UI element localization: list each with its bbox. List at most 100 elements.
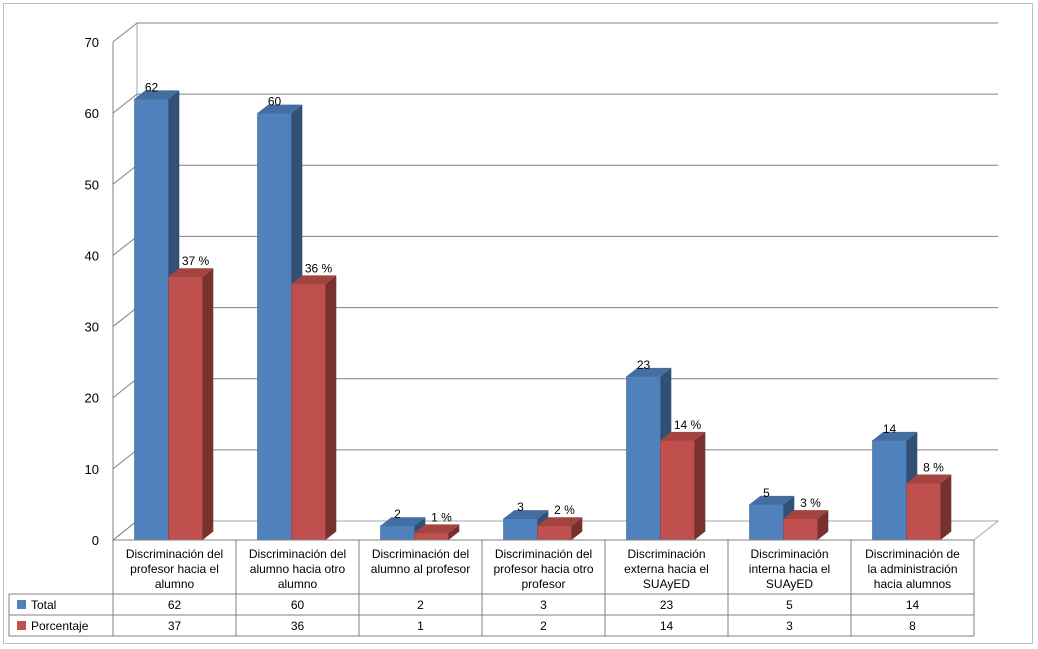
data-label: 37 % (182, 254, 210, 268)
y-tick-label: 50 (85, 177, 99, 192)
bar-side (694, 431, 706, 540)
y-tick-label: 20 (85, 391, 99, 406)
bar-porcentaje (783, 518, 818, 541)
table-value: 8 (909, 619, 916, 633)
table-value: 23 (660, 598, 674, 612)
bar-side (940, 474, 952, 540)
data-label: 14 (883, 422, 897, 436)
bar-total (872, 440, 907, 541)
y-tick-label: 10 (85, 462, 99, 477)
data-label: 5 (763, 486, 770, 500)
bar-total (503, 518, 538, 541)
y-tick-label: 0 (92, 533, 99, 548)
category-label: alumno al profesor (371, 562, 470, 576)
bar-top (257, 104, 303, 114)
category-label: Discriminación del (372, 547, 469, 561)
gridline-side (112, 164, 138, 185)
y-tick-label: 70 (85, 35, 99, 50)
bar-porcentaje (660, 440, 695, 541)
table-value: 3 (540, 598, 547, 612)
gridline-side (112, 378, 138, 399)
bar-top (168, 268, 214, 277)
legend-key-total (17, 600, 26, 609)
table-value: 2 (417, 598, 424, 612)
bar-top (872, 431, 918, 441)
legend-key-porcentaje (17, 621, 26, 630)
data-label: 23 (637, 358, 651, 372)
category-label: hacia alumnos (874, 577, 951, 591)
category-label: profesor (521, 577, 565, 591)
bar-top (414, 524, 460, 533)
category-label: alumno hacia otro (250, 562, 346, 576)
data-label: 3 % (800, 496, 821, 510)
bar-porcentaje (906, 482, 941, 541)
table-value: 14 (660, 619, 674, 633)
category-label: externa hacia el (624, 562, 709, 576)
data-label: 3 (517, 500, 524, 514)
gridline-side (112, 22, 138, 43)
y-tick-label: 30 (85, 320, 99, 335)
data-label: 62 (145, 80, 159, 94)
category-label: alumno (155, 577, 195, 591)
data-label: 60 (268, 95, 282, 109)
bar-total (749, 504, 784, 541)
bar-top (291, 275, 337, 284)
bar-top (660, 431, 706, 441)
y-tick-label: 60 (85, 106, 99, 121)
bar-side (448, 524, 460, 540)
gridline-side (112, 93, 138, 114)
table-value: 62 (168, 598, 182, 612)
table-value: 1 (417, 619, 424, 633)
category-label: alumno (278, 577, 318, 591)
bar-side (817, 510, 829, 540)
bar-side (202, 268, 214, 540)
category-label: Discriminación del (249, 547, 346, 561)
category-label: Discriminación del (495, 547, 592, 561)
legend-label: Total (31, 598, 56, 612)
data-label: 2 % (554, 503, 575, 517)
data-label: 1 % (431, 510, 452, 524)
category-label: Discriminación (750, 547, 828, 561)
bar-top (380, 517, 426, 526)
bar-top (906, 474, 952, 484)
bar-side (325, 275, 337, 540)
category-label: SUAyED (643, 577, 690, 591)
category-label: SUAyED (766, 577, 813, 591)
legend-label: Porcentaje (31, 619, 89, 633)
bar-top (783, 510, 829, 519)
gridline-side (112, 307, 138, 327)
category-label: Discriminación de (865, 547, 960, 561)
category-label: Discriminación (627, 547, 705, 561)
data-label: 2 (394, 507, 401, 521)
table-value: 2 (540, 619, 547, 633)
table-value: 36 (291, 619, 305, 633)
bar-top (749, 495, 795, 505)
bar-porcentaje (537, 525, 572, 541)
category-label: la administración (867, 562, 957, 576)
bar-top (134, 90, 180, 99)
data-label: 36 % (305, 261, 333, 275)
gridline-side (112, 520, 138, 541)
gridline-side (112, 236, 138, 256)
chart-frame: 0 10 20 30 40 50 60 70 62 60 2 3 23 5 14 37 % 36 % 1 % 2 %… (3, 3, 1033, 644)
bar-side (571, 517, 583, 540)
bar-porcentaje (168, 276, 203, 541)
y-tick-label: 40 (85, 248, 99, 263)
table-value: 3 (786, 619, 793, 633)
table-value: 37 (168, 619, 182, 633)
gridline-side (112, 449, 138, 470)
data-label: 8 % (923, 461, 944, 475)
bar-total (626, 376, 661, 541)
table-value: 5 (786, 598, 793, 612)
bar-total (380, 525, 415, 541)
bar-top (503, 510, 549, 519)
bar-porcentaje (414, 532, 449, 541)
bar-total (257, 112, 292, 541)
bar-top (626, 367, 672, 377)
category-label: profesor hacia el (130, 562, 219, 576)
bar-porcentaje (291, 283, 326, 541)
category-label: interna hacia el (749, 562, 830, 576)
table-value: 14 (906, 598, 920, 612)
category-label: Discriminación del (126, 547, 223, 561)
